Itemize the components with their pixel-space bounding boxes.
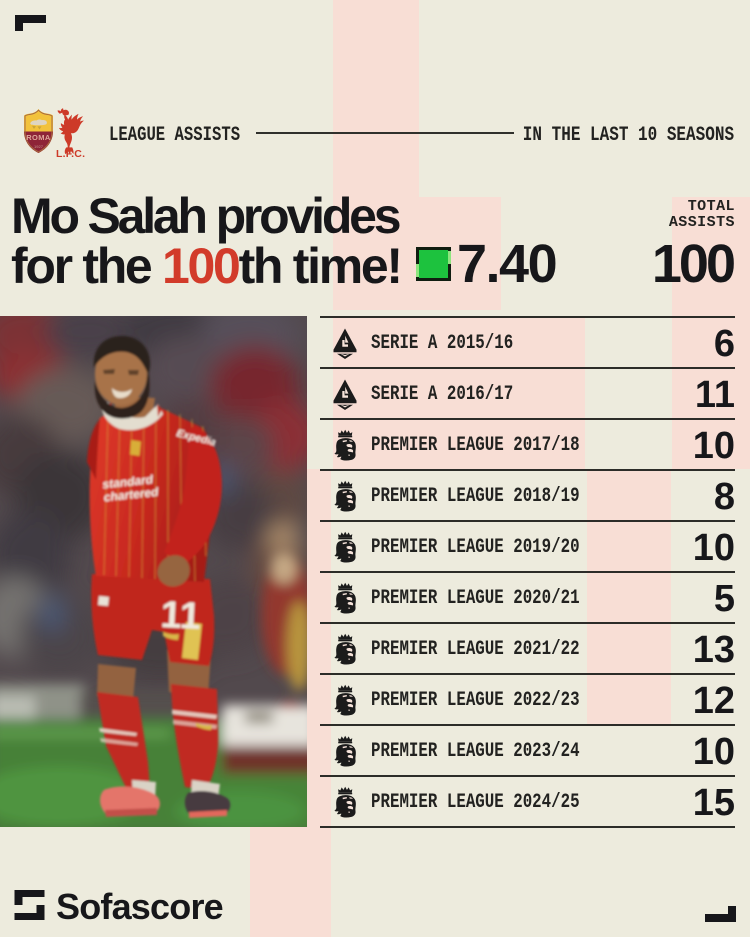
- svg-text:11: 11: [160, 594, 202, 638]
- svg-text:L.F.C.: L.F.C.: [56, 148, 85, 159]
- svg-text:standard: standard: [102, 472, 155, 491]
- svg-text:1927: 1927: [34, 144, 44, 149]
- svg-text:chartered: chartered: [103, 485, 160, 505]
- svg-text:ROMA: ROMA: [26, 133, 51, 142]
